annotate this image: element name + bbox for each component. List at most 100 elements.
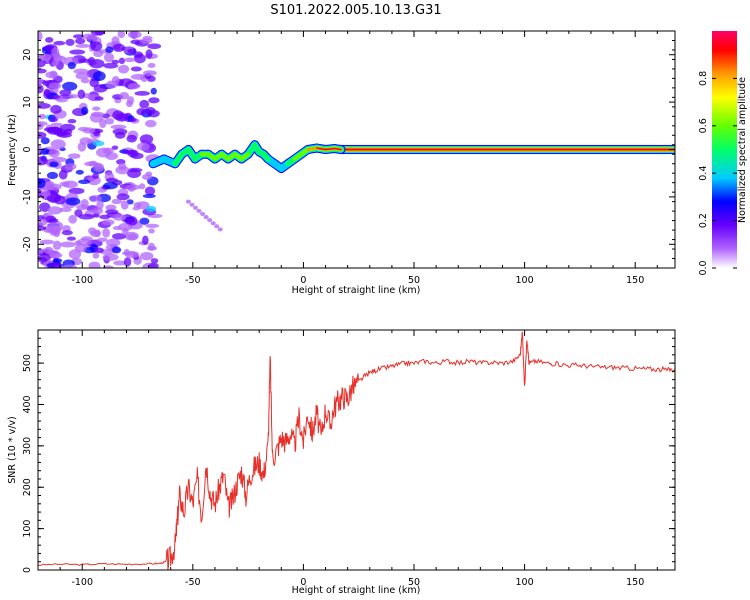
noise-blob: [53, 195, 66, 205]
noise-blob: [148, 97, 160, 104]
spectrogram-ylabel: Frequency (Hz): [7, 114, 18, 186]
noise-blob: [45, 36, 54, 43]
spectrogram-plot-area: [38, 31, 675, 268]
noise-blob: [49, 94, 61, 100]
streak-blob: [192, 205, 198, 210]
noise-blob: [105, 152, 119, 161]
noise-blob: [132, 206, 141, 211]
snr-ylabel: SNR (10 * v/v): [7, 416, 18, 484]
noise-blob: [93, 247, 104, 254]
noise-blob: [145, 205, 157, 212]
snr-ytick-label: 300: [22, 437, 33, 455]
noise-blob: [92, 106, 101, 111]
streak-blob: [207, 218, 213, 223]
noise-blob: [76, 204, 88, 211]
noise-blob: [102, 228, 111, 238]
noise-blob: [89, 58, 105, 69]
noise-blob: [103, 62, 119, 69]
noise-blob: [78, 179, 91, 185]
noise-blob: [38, 225, 47, 231]
noise-blob: [48, 148, 60, 158]
noise-blob: [133, 51, 144, 59]
noise-blob: [47, 206, 63, 215]
noise-blob: [38, 218, 48, 226]
noise-blob: [38, 102, 51, 109]
noise-blob: [113, 260, 126, 266]
streak-blob: [200, 211, 206, 216]
snr-xtick-label: -50: [185, 577, 201, 588]
spectrogram-ytick-label: -20: [22, 237, 33, 253]
noise-blob: [119, 91, 130, 100]
noise-blob: [46, 171, 59, 180]
noise-blob: [112, 233, 127, 240]
spectrogram-xtick-label: -50: [185, 275, 201, 286]
streak-blob: [217, 227, 223, 232]
noise-blob: [142, 235, 149, 245]
noise-blob: [78, 126, 90, 132]
noise-blob: [81, 106, 89, 116]
ridge-segment: [260, 151, 271, 162]
noise-blob: [38, 31, 43, 41]
noise-blob: [68, 153, 81, 159]
spectrogram-ytick-label: -10: [22, 189, 33, 205]
noise-blob: [90, 41, 103, 52]
streak-blob: [214, 224, 220, 229]
noise-blob: [59, 123, 76, 132]
noise-blob: [75, 72, 90, 80]
colorbar-tick-label: 0.4: [698, 166, 709, 181]
noise-blob: [51, 156, 67, 163]
spectrogram-ytick-label: 20: [22, 49, 33, 61]
noise-blob: [52, 60, 59, 67]
noise-blob: [124, 57, 136, 63]
noise-blob: [89, 112, 104, 123]
spectrogram-xtick-label: 100: [516, 275, 534, 286]
noise-blob: [59, 181, 70, 187]
snr-ytick-label: 500: [22, 354, 33, 372]
noise-blob: [126, 199, 134, 205]
noise-blob: [59, 89, 72, 96]
noise-blob: [93, 49, 104, 58]
noise-blob: [48, 252, 63, 259]
noise-blob: [96, 237, 108, 242]
noise-blob: [130, 73, 147, 80]
spectrogram-ytick-label: 10: [22, 96, 33, 108]
noise-blob: [142, 194, 156, 199]
noise-blob: [88, 195, 102, 202]
noise-blob: [38, 188, 43, 199]
noise-blob: [147, 242, 156, 251]
noise-blob: [125, 184, 141, 191]
noise-blob: [38, 156, 48, 166]
noise-blob: [111, 145, 119, 150]
ridge-segment: [306, 146, 318, 151]
noise-blob: [96, 200, 104, 210]
colorbar-tick-label: 0.8: [698, 71, 709, 86]
snr-plot-area: [38, 331, 675, 570]
noise-blob: [93, 84, 108, 93]
noise-blob: [62, 81, 78, 91]
snr-xtick-label: 100: [516, 577, 534, 588]
noise-blob: [148, 228, 155, 234]
noise-blob: [51, 116, 58, 122]
noise-blob: [65, 38, 75, 46]
noise-blob: [130, 117, 137, 122]
noise-blob: [43, 88, 51, 97]
colorbar-tick-label: 0.0: [698, 260, 709, 275]
snr-xtick-label: -100: [71, 577, 93, 588]
noise-blob: [120, 200, 129, 210]
noise-blob: [133, 202, 142, 208]
steady-band-4: [341, 148, 675, 151]
noise-blob: [111, 198, 122, 205]
noise-blob: [52, 230, 60, 236]
noise-blob: [122, 227, 129, 236]
snr-xlabel: Height of straight line (km): [292, 585, 421, 596]
streak-blob: [210, 221, 216, 226]
noise-blob: [126, 169, 142, 179]
spectrogram-xtick-label: 0: [300, 275, 306, 286]
spectrogram-xtick-label: 150: [626, 275, 644, 286]
noise-blob: [75, 43, 91, 48]
noise-blob: [127, 83, 141, 90]
noise-blob: [94, 31, 105, 36]
noise-blob: [48, 218, 59, 223]
colorbar-tick-label: 0.6: [698, 118, 709, 133]
